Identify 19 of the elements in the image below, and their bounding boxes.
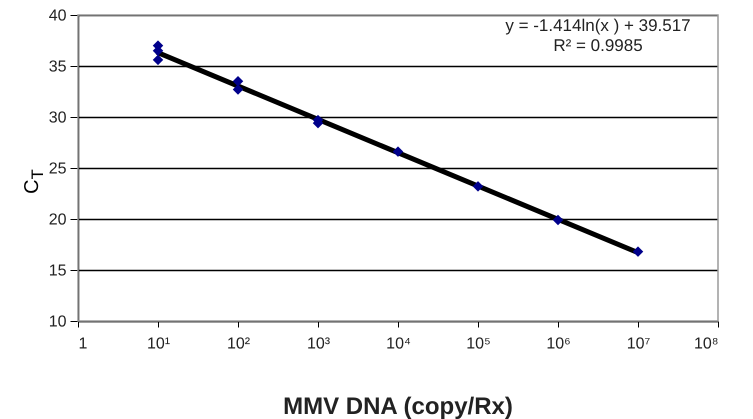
annotation: R² = 0.9985 xyxy=(553,36,643,55)
x-tick-label: 10⁶ xyxy=(546,336,571,352)
x-tick-label: 10¹ xyxy=(146,336,170,352)
y-tick-label: 30 xyxy=(48,110,67,126)
y-tick-label: 15 xyxy=(48,262,67,280)
x-tick-label: 10² xyxy=(226,336,251,352)
y-tick-label: 20 xyxy=(48,212,67,228)
y-tick-label: 10 xyxy=(48,314,67,330)
x-tick-label: 10⁷ xyxy=(626,336,650,352)
x-tick-label: 10⁵ xyxy=(466,336,491,352)
y-tick-label: 35 xyxy=(48,58,67,76)
x-tick-label: 10³ xyxy=(306,336,331,352)
annotation: y = -1.414ln(x ) + 39.517 xyxy=(505,16,691,35)
x-axis-title: MMV DNA (copy/Rx) xyxy=(283,393,513,419)
x-tick-label: 1 xyxy=(78,336,88,352)
y-tick-label: 40 xyxy=(48,8,67,24)
x-tick-label: 10⁴ xyxy=(386,336,411,352)
y-tick-label: 25 xyxy=(48,160,67,178)
x-tick-label: 10⁸ xyxy=(694,336,718,352)
